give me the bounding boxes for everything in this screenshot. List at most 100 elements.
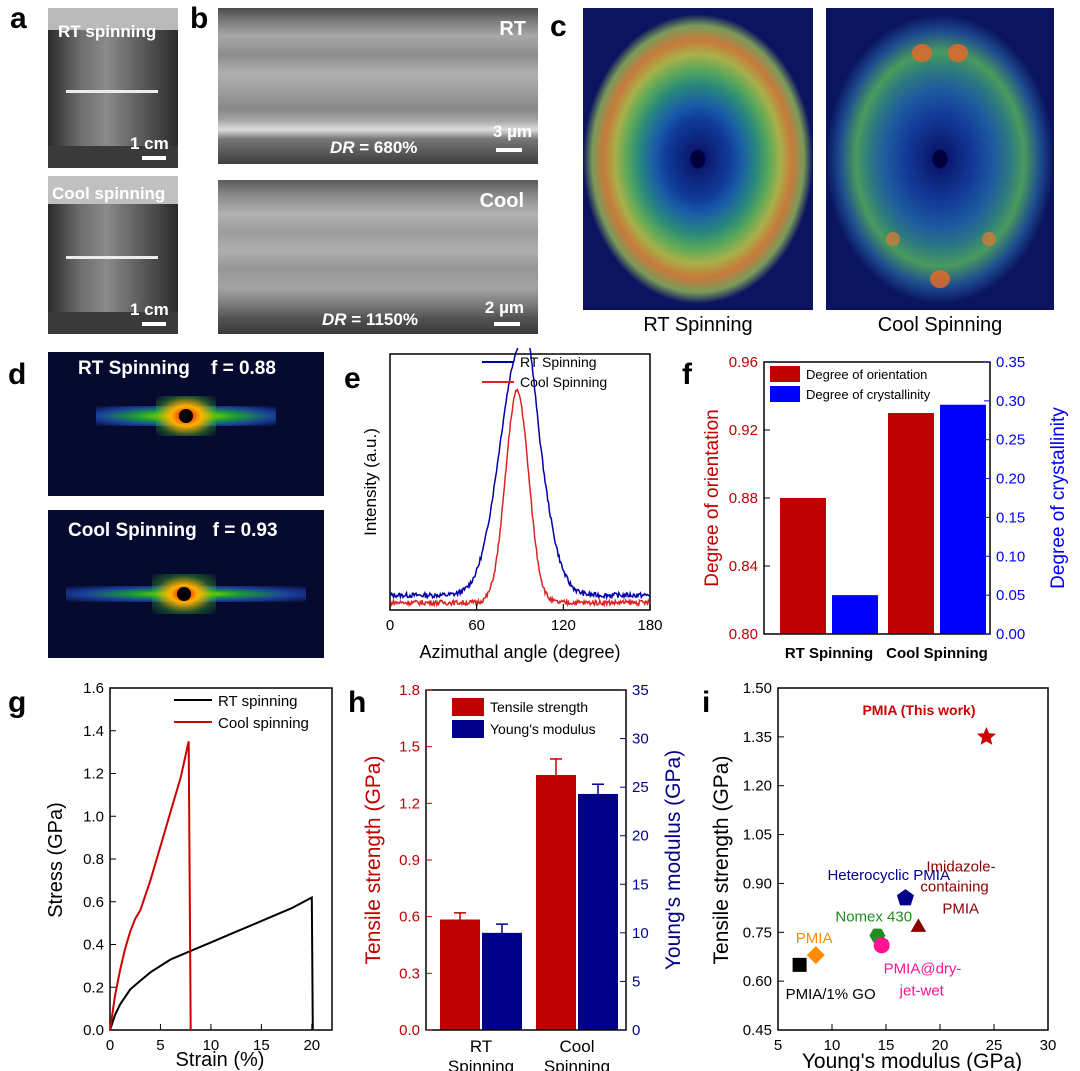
chart-g-xtick-label: 5: [156, 1037, 164, 1054]
scale-label-b-top: 3 µm: [492, 122, 532, 141]
chart-h-ytick-right-label: 10: [632, 925, 649, 942]
chart-i-xlabel: Young's modulus (GPa): [802, 1050, 1022, 1071]
chart-i-frame: [777, 687, 1049, 1031]
scale-bar-b-bottom: [494, 322, 520, 326]
chart-f-ytick-right-label: 0.15: [996, 509, 1025, 526]
panel-label-f: f: [682, 358, 692, 391]
chart-i-point-label: jet-wet: [899, 982, 945, 999]
chart-f-bar-orientation: [888, 413, 934, 634]
panel-label-b: b: [190, 2, 209, 35]
chart-e-frame: [389, 353, 651, 611]
chart-f-category-label: Cool Spinning: [886, 645, 988, 662]
chart-i-point-star: [976, 726, 996, 745]
chart-g-xtick-label: 0: [106, 1037, 114, 1054]
chart-h-ytick-left-label: 0.0: [399, 1022, 420, 1039]
sem-image-cool: Cool DR = 1150% 2 µm: [218, 180, 538, 334]
chart-g-xtick-label: 10: [203, 1037, 220, 1054]
chart-h-ytick-right-label: 5: [632, 973, 640, 990]
chart-g-ytick-label: 1.4: [83, 723, 104, 740]
chart-f-legend-crystallinity: Degree of crystallinity: [806, 387, 931, 402]
chart-i-point-square: [792, 957, 807, 972]
chart-h-category-label: Spinning: [544, 1057, 610, 1071]
saxs-pattern-cool: Cool Spinning f = 0.93: [48, 510, 324, 658]
chart-f-ytick-left-label: 0.88: [729, 490, 758, 507]
chart-g-ytick-label: 0.6: [83, 894, 104, 911]
chart-i-point-diamond: [806, 946, 825, 965]
chart-g-legend-cool: Cool spinning: [218, 715, 309, 732]
chart-i-point-pentagon: [896, 889, 914, 906]
chart-f-category-label: RT Spinning: [785, 645, 873, 662]
chart-h-ylabel-right: Young's modulus (GPa): [662, 750, 685, 970]
chart-h-bar-strength: [536, 775, 576, 1030]
chart-f-ytick-right-label: 0.10: [996, 548, 1025, 565]
waxs-pattern-rt: [583, 8, 813, 310]
chart-g-series-cool: [109, 741, 192, 1031]
chart-i-point-label: PMIA: [942, 900, 979, 917]
chart-f-legend-swatch-orientation: [770, 366, 800, 382]
chart-e-xlabel: Azimuthal angle (degree): [419, 642, 620, 662]
sem-tag-rt: RT: [499, 18, 526, 40]
chart-e-xtick-label: 60: [468, 617, 485, 634]
chart-h-legend-strength: Tensile strength: [490, 699, 588, 715]
chart-g-ytick-label: 1.6: [83, 680, 104, 697]
panel-label-a: a: [10, 2, 27, 35]
chart-e-series-rt: [389, 348, 651, 601]
draw-ratio-cool: DR = 1150%: [322, 310, 418, 329]
chart-h-category-label: RT: [470, 1037, 492, 1056]
chart-i-point-triangle: [910, 918, 927, 932]
panel-label-h: h: [348, 686, 367, 719]
chart-f-ytick-right-label: 0.30: [996, 393, 1025, 410]
chart-i-ytick-label: 0.75: [743, 924, 772, 941]
chart-h-bar-modulus: [482, 932, 522, 1030]
chart-h-bar-modulus: [578, 793, 618, 1030]
photo-rt-spinning-spool: RT spinning 1 cm: [48, 8, 178, 168]
chart-f-ytick-left-label: 0.80: [729, 626, 758, 643]
chart-f-ytick-right-label: 0.05: [996, 587, 1025, 604]
scale-label-a-top: 1 cm: [130, 134, 169, 153]
chart-g-ylabel: Stress (GPa): [45, 802, 67, 918]
chart-e-legend-cool: Cool Spinning: [520, 374, 607, 390]
chart-i-point-circle: [873, 937, 890, 954]
chart-i-ytick-label: 1.05: [743, 827, 772, 844]
chart-g-ytick-label: 1.0: [83, 808, 104, 825]
chart-h-category-label: Cool: [560, 1037, 595, 1056]
scale-bar-a-bottom: [142, 322, 166, 326]
chart-h-ytick-right-label: 25: [632, 779, 649, 796]
chart-h-legend-swatch-strength: [452, 698, 484, 716]
panel-label-d: d: [8, 358, 27, 391]
chart-g-ytick-label: 0.4: [83, 937, 104, 954]
chart-e-series-cool: [389, 387, 651, 608]
chart-f-ytick-right-label: 0.35: [996, 354, 1025, 371]
draw-ratio-rt: DR = 680%: [330, 138, 418, 157]
chart-e-xtick-label: 180: [637, 617, 662, 634]
chart-g-ytick-label: 0.0: [83, 1022, 104, 1039]
chart-i-xtick-label: 5: [774, 1037, 782, 1054]
saxs-caption-cool: Cool Spinning f = 0.93: [68, 520, 278, 541]
sem-tag-cool: Cool: [479, 190, 524, 212]
chart-f-bar-crystallinity: [832, 595, 878, 634]
scale-bar-a-top: [142, 156, 166, 160]
chart-f-bar-orientation: [780, 498, 826, 634]
saxs-pattern-rt: RT Spinning f = 0.88: [48, 352, 324, 496]
chart-h-ytick-right-label: 0: [632, 1022, 640, 1039]
chart-f-ytick-right-label: 0.25: [996, 432, 1025, 449]
chart-h-ytick-left-label: 1.2: [399, 795, 420, 812]
chart-i-point-label: Imidazole-: [926, 858, 995, 875]
saxs-caption-rt: RT Spinning f = 0.88: [78, 358, 276, 379]
panel-label-c: c: [550, 10, 567, 43]
chart-h-ytick-left-label: 1.5: [399, 739, 420, 756]
chart-g-xlabel: Strain (%): [176, 1049, 265, 1071]
chart-h-ytick-left-label: 0.3: [399, 965, 420, 982]
sem-image-rt: RT DR = 680% 3 µm: [218, 8, 538, 164]
chart-i-xtick-label: 30: [1040, 1037, 1057, 1054]
chart-h-ytick-right-label: 15: [632, 876, 649, 893]
chart-f-bar-crystallinity: [940, 404, 986, 634]
chart-h-ytick-left-label: 0.6: [399, 909, 420, 926]
chart-i-point-label: containing: [920, 878, 988, 895]
chart-i-xtick-label: 20: [932, 1037, 949, 1054]
chart-i-ytick-label: 0.60: [743, 973, 772, 990]
chart-i-xtick-label: 25: [986, 1037, 1003, 1054]
chart-f-legend-orientation: Degree of orientation: [806, 367, 927, 382]
chart-f-ytick-left-label: 0.92: [729, 422, 758, 439]
chart-i-xtick-label: 10: [824, 1037, 841, 1054]
